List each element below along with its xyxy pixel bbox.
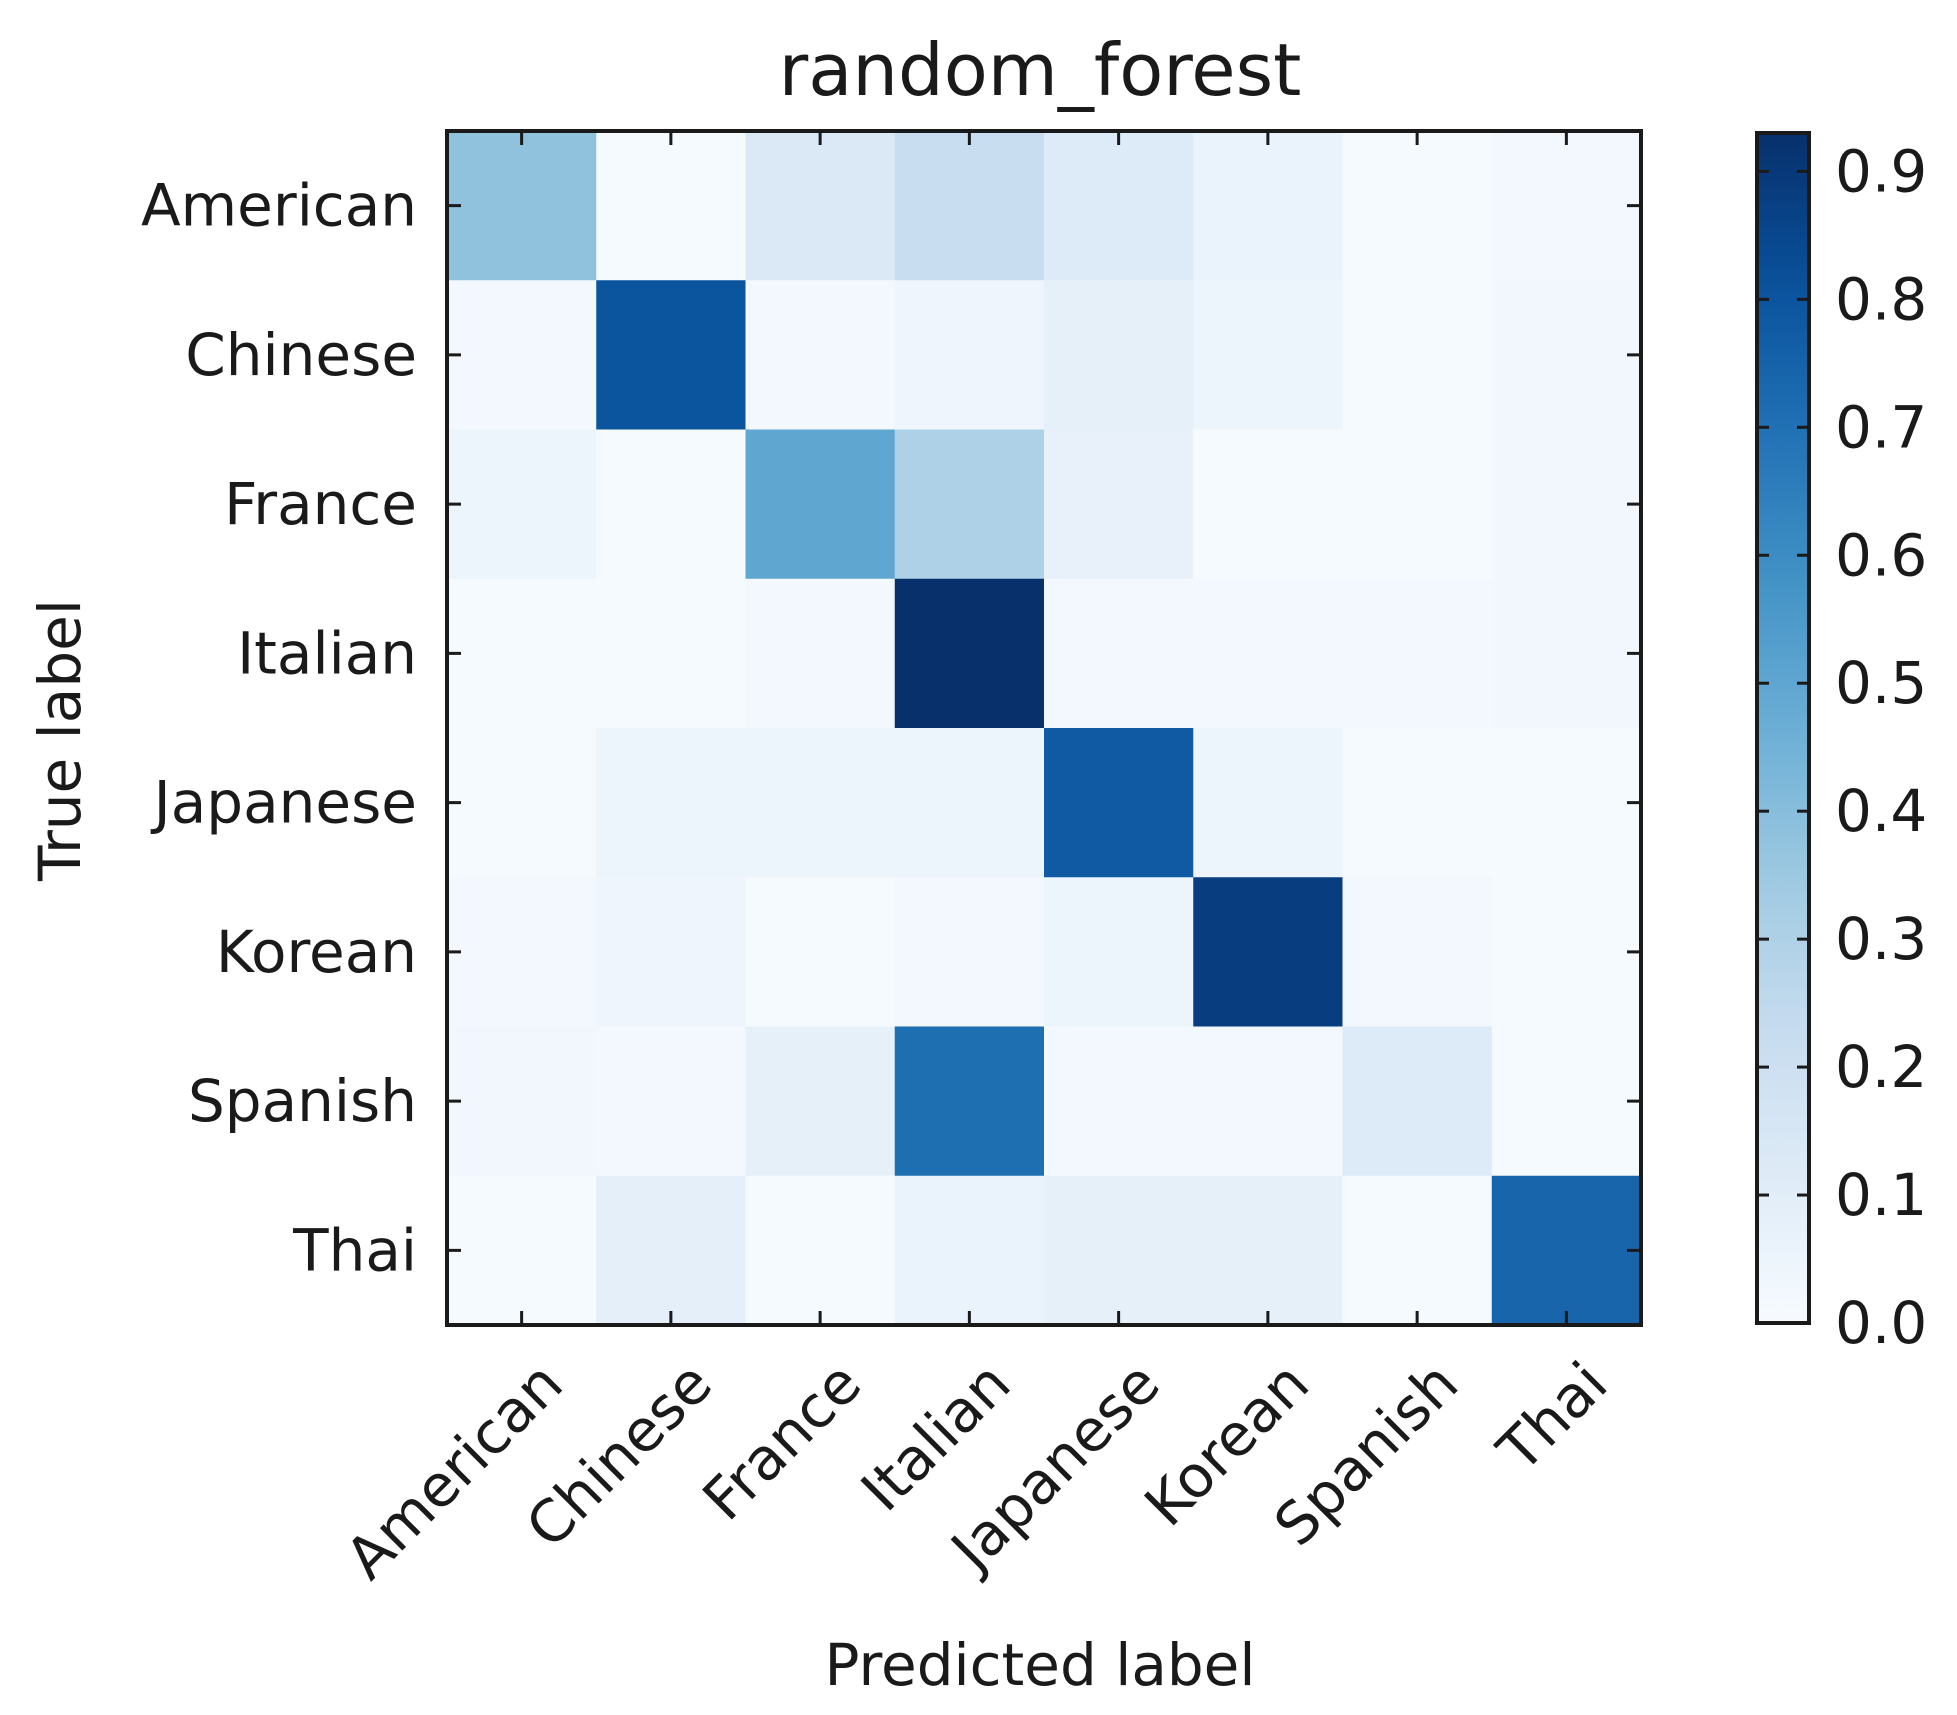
x-tick-labels: AmericanChineseFranceItalianJapaneseKore… <box>332 1349 1620 1592</box>
heatmap-cell <box>894 280 1045 430</box>
heatmap-cell <box>894 877 1045 1027</box>
heatmap-cell <box>1491 1175 1642 1326</box>
heatmap-cell <box>1193 131 1343 281</box>
colorbar-tick-label: 0.2 <box>1835 1033 1927 1101</box>
heatmap-cell <box>1342 877 1493 1027</box>
heatmap-cell <box>596 578 746 729</box>
heatmap-cell <box>1044 1026 1194 1177</box>
heatmap-cell <box>745 429 896 580</box>
colorbar-tick-label: 0.3 <box>1835 905 1927 973</box>
y-tick-label: Thai <box>292 1216 417 1284</box>
y-tick-label: Japanese <box>151 769 417 837</box>
heatmap-cell <box>745 728 896 878</box>
heatmap-cell <box>1491 728 1642 878</box>
heatmap-cell <box>1491 578 1642 729</box>
heatmap-cell <box>447 280 597 430</box>
heatmap-cell <box>1044 578 1194 729</box>
heatmap-cell <box>1044 429 1194 580</box>
heatmap-cell <box>596 1026 746 1177</box>
heatmap-cell <box>1193 728 1343 878</box>
heatmap-cell <box>894 578 1045 729</box>
x-tick-label: France <box>690 1349 874 1533</box>
plot-frame <box>445 129 1643 1327</box>
heatmap-cell <box>1044 728 1194 878</box>
heatmap-cell <box>447 1026 597 1177</box>
chart-title: random_forest <box>779 28 1302 112</box>
heatmap-cell <box>1193 429 1343 580</box>
heatmap-cell <box>1491 1026 1642 1177</box>
heatmap-cell <box>1044 1175 1194 1326</box>
heatmap-cell <box>596 1175 746 1326</box>
heatmap-cell <box>745 131 896 281</box>
heatmap-cell <box>1193 1175 1343 1326</box>
heatmap-cell <box>1044 877 1194 1027</box>
colorbar-tick-label: 0.5 <box>1835 649 1927 717</box>
heatmap-cell <box>447 877 597 1027</box>
heatmap-cell <box>1193 877 1343 1027</box>
heatmap-cell <box>1491 280 1642 430</box>
heatmap-cell <box>894 429 1045 580</box>
heatmap-cell <box>1342 1026 1493 1177</box>
heatmap-cell <box>596 877 746 1027</box>
heatmap-cell <box>447 578 597 729</box>
heatmap-cell <box>1491 429 1642 580</box>
heatmap-cell <box>745 280 896 430</box>
colorbar-tick-label: 0.0 <box>1835 1289 1927 1357</box>
heatmap-cell <box>745 1175 896 1326</box>
y-tick-label: Chinese <box>185 321 417 389</box>
heatmap-cell <box>1193 1026 1343 1177</box>
heatmap-cell <box>1193 280 1343 430</box>
colorbar-ticks: 0.0 0.1 0.2 0.3 0.4 0.5 0.6 0.7 0.8 0.9 <box>1757 137 1927 1357</box>
heatmap-cell <box>447 131 597 281</box>
heatmap-cell <box>596 280 746 430</box>
colorbar-tick-label: 0.1 <box>1835 1161 1927 1229</box>
heatmap-cell <box>894 728 1045 878</box>
heatmap-cell <box>1342 280 1493 430</box>
heatmap-cell <box>894 1175 1045 1326</box>
heatmap-cell <box>745 877 896 1027</box>
colorbar <box>1755 131 1811 1325</box>
colorbar-tick-label: 0.9 <box>1835 137 1927 205</box>
heatmap-cell <box>1342 578 1493 729</box>
heatmap-cell <box>447 728 597 878</box>
heatmap-cell <box>1044 280 1194 430</box>
heatmap-cell <box>1342 1175 1493 1326</box>
heatmap-cell <box>596 728 746 878</box>
heatmap-cell <box>1491 131 1642 281</box>
x-tick-label: American <box>332 1349 575 1592</box>
x-tick-label: Thai <box>1484 1349 1620 1485</box>
colorbar-tick-label: 0.8 <box>1835 265 1927 333</box>
heatmap-cells <box>447 131 1642 1326</box>
heatmap-cell <box>1342 728 1493 878</box>
heatmap-cell <box>1491 877 1642 1027</box>
x-axis-title: Predicted label <box>825 1631 1256 1699</box>
heatmap-cell <box>596 429 746 580</box>
y-tick-labels: American Chinese France Italian Japanese Kore… <box>141 172 417 1285</box>
y-tick-label: Spanish <box>188 1067 417 1135</box>
y-tick-label: Korean <box>216 918 417 986</box>
heatmap-cell <box>447 429 597 580</box>
colorbar-tick-label: 0.4 <box>1835 777 1927 845</box>
y-tick-label: France <box>224 470 417 538</box>
heatmap-cell <box>447 1175 597 1326</box>
heatmap-cell <box>596 131 746 281</box>
heatmap-cell <box>1193 578 1343 729</box>
y-tick-label: Italian <box>237 619 417 687</box>
heatmap-cell <box>894 131 1045 281</box>
heatmap-cell <box>745 578 896 729</box>
heatmap-cell <box>1342 429 1493 580</box>
y-tick-label: American <box>141 172 417 240</box>
heatmap-cell <box>894 1026 1045 1177</box>
heatmap-cell <box>1044 131 1194 281</box>
colorbar-tick-label: 0.6 <box>1835 521 1927 589</box>
axis-ticks <box>447 131 1641 1325</box>
heatmap-cell <box>1342 131 1493 281</box>
y-axis-title: True label <box>26 599 94 882</box>
heatmap-cell <box>745 1026 896 1177</box>
colorbar-tick-label: 0.7 <box>1835 393 1927 461</box>
